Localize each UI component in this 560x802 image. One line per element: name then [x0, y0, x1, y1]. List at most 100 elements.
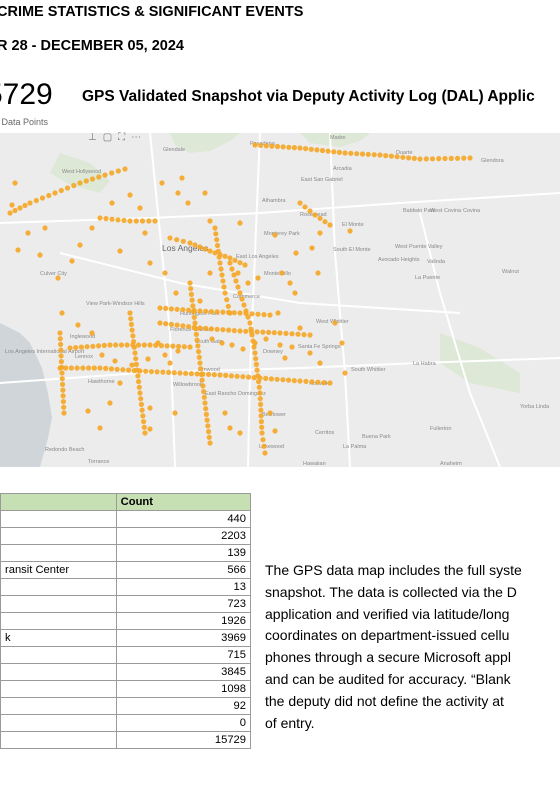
gps-point: [196, 354, 202, 360]
gps-point: [208, 326, 214, 332]
gps-point: [133, 356, 139, 362]
gps-point: [411, 155, 417, 161]
gps-point: [400, 154, 406, 160]
gps-point: [129, 327, 135, 333]
map-label: La Palma: [343, 444, 367, 450]
gps-point: [232, 257, 238, 263]
gps-point: [271, 330, 277, 336]
gps-point: [327, 222, 333, 228]
gps-point: [248, 329, 254, 335]
gps-point: [167, 360, 173, 366]
map-label: West Covina: [430, 208, 462, 214]
gps-point: [108, 366, 114, 372]
gps-point: [197, 244, 203, 250]
gps-point: [213, 231, 219, 237]
gps-point: [173, 290, 179, 296]
gps-point: [253, 356, 259, 362]
gps-point: [127, 192, 133, 198]
gps-point: [42, 225, 48, 231]
gps-point: [228, 373, 234, 379]
table-header-count: Count: [115, 493, 252, 511]
gps-point: [130, 342, 136, 348]
gps-point: [57, 365, 63, 371]
gps-point: [117, 248, 123, 254]
gps-point: [37, 252, 43, 258]
gps-point: [109, 216, 115, 222]
gps-point: [272, 428, 278, 434]
gps-point: [191, 308, 197, 314]
gps-point: [214, 309, 220, 315]
gps-point: [297, 325, 303, 331]
gps-point: [147, 426, 153, 432]
gps-point: [212, 225, 218, 231]
gps-point: [164, 343, 170, 349]
gps-point: [237, 430, 243, 436]
gps-point: [170, 343, 176, 349]
gps-point: [145, 356, 151, 362]
gps-point: [259, 430, 265, 436]
map-label: Los Angeles International Airport: [5, 349, 85, 355]
gps-point: [308, 146, 314, 152]
gps-point: [139, 218, 146, 224]
gps-point: [292, 290, 298, 296]
gps-point: [194, 371, 200, 377]
gps-point: [188, 286, 194, 292]
gps-point: [260, 329, 266, 335]
gps-point: [239, 296, 245, 302]
gps-point: [135, 373, 141, 379]
gps-point: [317, 230, 323, 236]
filter-icon[interactable]: ⊥: [88, 132, 97, 143]
map-label: Madre: [330, 135, 346, 141]
map-label: Anaheim: [440, 461, 462, 467]
gps-point: [130, 333, 136, 339]
gps-point: [252, 142, 258, 148]
gps-point: [219, 340, 225, 346]
gps-point: [354, 151, 360, 157]
gps-point: [282, 355, 288, 361]
gps-point: [77, 242, 83, 248]
gps-point: [317, 215, 323, 221]
gps-point: [280, 144, 286, 150]
paragraph-line: of entry.: [265, 714, 315, 731]
gps-point: [223, 372, 229, 378]
gps-point: [227, 310, 233, 316]
row-count: 92: [115, 697, 252, 715]
gps-point: [185, 200, 191, 206]
gps-point: [279, 270, 285, 276]
gps-point: [192, 320, 198, 326]
map-label: Lennox: [75, 354, 93, 360]
gps-point: [180, 307, 186, 313]
gps-point: [242, 262, 248, 268]
focus-icon[interactable]: ⛶: [118, 132, 126, 143]
table-row: 3845: [0, 663, 252, 681]
table-row: 715: [0, 646, 252, 664]
gps-point: [174, 306, 180, 312]
gps-point: [141, 342, 147, 348]
map-label: Alhambra: [262, 198, 286, 204]
gps-point: [249, 311, 255, 317]
gps-point: [245, 280, 251, 286]
map-place-labels: Glendale Pasadena Madre Arcadia Duarte G…: [5, 135, 550, 467]
map-toolbar: ⊥ ▢ ⛶ ⋯: [88, 132, 147, 143]
table-row: 2203: [0, 527, 252, 545]
table-row: ransit Center 566: [0, 561, 252, 579]
copy-icon[interactable]: ▢: [102, 132, 113, 143]
map-label: Florence-Graham: [170, 327, 214, 333]
gps-point: [147, 260, 153, 266]
gps-point: [133, 218, 139, 224]
more-options-icon[interactable]: ⋯: [131, 132, 142, 143]
gps-point: [86, 365, 92, 371]
gps-point: [259, 424, 265, 430]
total-data-points-value: 5729: [0, 78, 53, 111]
gps-point: [261, 312, 267, 318]
gps-point: [252, 340, 258, 346]
row-label: [0, 578, 117, 596]
gps-point: [237, 290, 243, 296]
gps-point: [243, 310, 249, 316]
gps-point: [197, 360, 203, 366]
gps-point: [257, 375, 263, 381]
gps-point: [218, 266, 224, 272]
gps-data-map[interactable]: Glendale Pasadena Madre Arcadia Duarte G…: [0, 133, 560, 467]
gps-point: [214, 242, 221, 249]
map-ocean: [0, 323, 52, 467]
